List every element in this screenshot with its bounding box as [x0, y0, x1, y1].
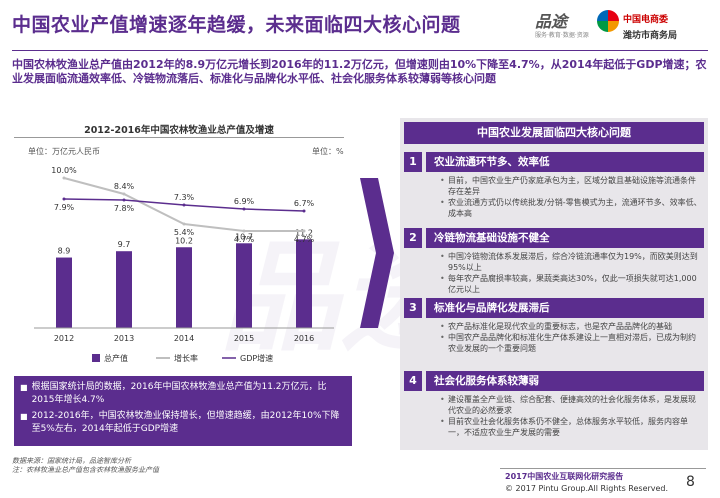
legend-label: GDP增速 — [240, 353, 273, 363]
issue-title: 农业流通环节多、效率低 — [426, 152, 704, 172]
title-divider — [12, 50, 708, 51]
issue-bullet: • 中国冷链物流体系发展滞后，综合冷链流通率仅为19%，而欧美则达到95%以上 — [440, 252, 698, 272]
logo-area: 品途 服务·教育·数据·资源 中国电商委 潍坊市商务局 — [535, 6, 710, 44]
chart-unit-left: 单位：万亿元人民币 — [28, 147, 100, 156]
issue-number: 4 — [404, 371, 422, 391]
chart-unit-right: 单位：% — [312, 147, 344, 156]
footer-divider — [500, 468, 706, 469]
growth-rate-label: 4.7% — [294, 235, 315, 244]
bar-value-label: 11.2 — [295, 228, 313, 237]
gdp-growth-point — [122, 198, 126, 202]
issue-header: 1 农业流通环节多、效率低 — [404, 152, 704, 172]
growth-rate-point — [122, 192, 126, 196]
gdp-growth-point — [182, 203, 186, 207]
weifang-commerce-bureau-logo: 潍坊市商务局 — [623, 31, 678, 41]
legend-label: 增长率 — [174, 353, 198, 363]
growth-rate-point — [242, 229, 246, 233]
issue-header: 2 冷链物流基础设施不健全 — [404, 228, 704, 248]
issue-header: 4 社会化服务体系较薄弱 — [404, 371, 704, 391]
gdp-growth-label: 6.9% — [234, 197, 255, 206]
note-item: ■ 2012-2016年，中国农林牧渔业保持增长，但增速趋缓，由2012年10%… — [20, 410, 346, 436]
x-tick-label: 2013 — [114, 334, 134, 343]
legend-label: 总产值 — [104, 353, 128, 363]
issues-panel-header: 中国农业发展面临四大核心问题 — [404, 122, 704, 144]
page-number: 8 — [686, 474, 695, 490]
gdp-growth-point — [62, 197, 66, 201]
gdp-growth-label: 7.3% — [174, 193, 195, 202]
bar-value-label: 10.7 — [235, 232, 253, 241]
issue-bullet: • 目前，中国农业生产仍家庭承包为主，区域分散且基础设施等流通条件存在差异 — [440, 176, 696, 196]
bar-total-output — [116, 251, 132, 328]
notes-box: ■ 根据国家统计局的数据，2016年中国农林牧渔业总产值为11.2万亿元，比20… — [14, 376, 352, 446]
bar-value-label: 10.2 — [175, 236, 193, 245]
issue-title: 标准化与品牌化发展滞后 — [426, 298, 704, 318]
chart-title: 2012-2016年中国农林牧渔业总产值及增速 — [84, 125, 274, 136]
issue-bullet: • 建设覆盖全产业链、综合配套、便捷高效的社会化服务体系，是发展现代农业的必然要求 — [440, 395, 696, 415]
pinto-logo: 品途 — [535, 12, 568, 31]
issue-bullet: • 中国农产品品牌化和标准化生产体系建设上一直相对滞后，已成为制约农业发展的一个重… — [440, 333, 696, 353]
issue-bullet: • 目前农业社会化服务体系仍不健全，总体服务水平较低，服务内容单一，不适应农业生产… — [440, 417, 688, 437]
gdp-growth-label: 6.7% — [294, 199, 315, 208]
pinto-logo-subtitle: 服务·教育·数据·资源 — [535, 32, 589, 39]
note-text: 根据国家统计局的数据，2016年中国农林牧渔业总产值为11.2万亿元，比2015… — [31, 382, 327, 405]
gdp-growth-point — [302, 209, 306, 213]
issue-header: 3 标准化与品牌化发展滞后 — [404, 298, 704, 318]
issue-number: 3 — [404, 298, 422, 318]
issue-body: • 目前，中国农业生产仍家庭承包为主，区域分散且基础设施等流通条件存在差异 • 农业… — [440, 175, 702, 219]
x-tick-label: 2012 — [54, 334, 74, 343]
china-mobile-logo-icon — [597, 10, 619, 32]
note-text: 2012-2016年，中国农林牧渔业保持增长，但增速趋缓，由2012年10%下降… — [31, 411, 340, 434]
issue-number: 2 — [404, 228, 422, 248]
issue-title: 冷链物流基础设施不健全 — [426, 228, 704, 248]
ecommerce-committee-logo: 中国电商委 — [623, 15, 669, 25]
issue-body: • 农产品标准化是现代农业的重要标志，也是农产品品牌化的基础 • 中国农产品品牌化和… — [440, 321, 702, 354]
bullet-square-icon: ■ — [20, 412, 28, 421]
gdp-growth-label: 7.9% — [54, 203, 75, 212]
note-line: 注：农林牧渔业总产值包含农林牧渔服务业产值 — [12, 466, 159, 474]
issue-title: 社会化服务体系较薄弱 — [426, 371, 704, 391]
growth-rate-point — [302, 229, 306, 233]
growth-rate-point — [182, 222, 186, 226]
x-tick-label: 2016 — [294, 334, 314, 343]
issue-number: 1 — [404, 152, 422, 172]
agri-output-chart: 8.9 9.7 10.2 10.7 11.2 2012 2013 2014 2015 2016 10… — [34, 166, 334, 363]
footer-copyright: © 2017 Pintu Group.All Rights Reserved. — [505, 484, 669, 493]
bar-total-output — [56, 257, 72, 328]
x-tick-label: 2015 — [234, 334, 254, 343]
bar-value-label: 8.9 — [58, 247, 71, 256]
chart-title-divider — [14, 137, 344, 138]
growth-rate-label: 8.4% — [114, 182, 135, 191]
gdp-growth-point — [242, 207, 246, 211]
growth-rate-point — [62, 176, 66, 180]
growth-rate-label: 10.0% — [51, 166, 77, 175]
issue-body: • 建设覆盖全产业链、综合配套、便捷高效的社会化服务体系，是发展现代农业的必然要求… — [440, 394, 702, 438]
note-item: ■ 根据国家统计局的数据，2016年中国农林牧渔业总产值为11.2万亿元，比20… — [20, 381, 346, 407]
x-tick-label: 2014 — [174, 334, 194, 343]
source-line: 数据来源：国家统计局，品途智库分析 — [12, 457, 131, 465]
growth-rate-label: 5.4% — [174, 228, 195, 237]
growth-rate-label: 4.7% — [234, 235, 255, 244]
chevron-right-icon — [360, 178, 394, 328]
bar-total-output — [176, 247, 192, 328]
gdp-growth-label: 7.8% — [114, 204, 135, 213]
bar-total-output — [296, 239, 312, 328]
source-notes: 数据来源：国家统计局，品途智库分析 注：农林牧渔业总产值包含农林牧渔服务业产值 — [12, 457, 159, 475]
legend-swatch-total-output — [92, 354, 100, 362]
issue-bullet: • 农产品标准化是现代农业的重要标志，也是农产品品牌化的基础 — [440, 322, 672, 331]
footer-report-title: 2017中国农业互联网化研究报告 — [505, 472, 624, 481]
bullet-square-icon: ■ — [20, 383, 28, 392]
issue-body: • 中国冷链物流体系发展滞后，综合冷链流通率仅为19%，而欧美则达到95%以上 •… — [440, 251, 702, 295]
bar-total-output — [236, 243, 252, 328]
summary-text: 中国农林牧渔业总产值由2012年的8.9万亿元增长到2016年的11.2万亿元，… — [12, 58, 707, 85]
page-title: 中国农业产值增速逐年趋缓，未来面临四大核心问题 — [12, 14, 461, 36]
issues-panel — [400, 118, 708, 450]
issue-bullet: • 每年农产品腐损率较高，果蔬类高达30%，仅此一项损失就可达1,000亿元以上 — [440, 274, 697, 294]
bar-value-label: 9.7 — [118, 240, 131, 249]
issue-bullet: • 农业流通方式仍以传统批发/分销-零售模式为主，流通环节多、效率低、成本高 — [440, 198, 702, 218]
